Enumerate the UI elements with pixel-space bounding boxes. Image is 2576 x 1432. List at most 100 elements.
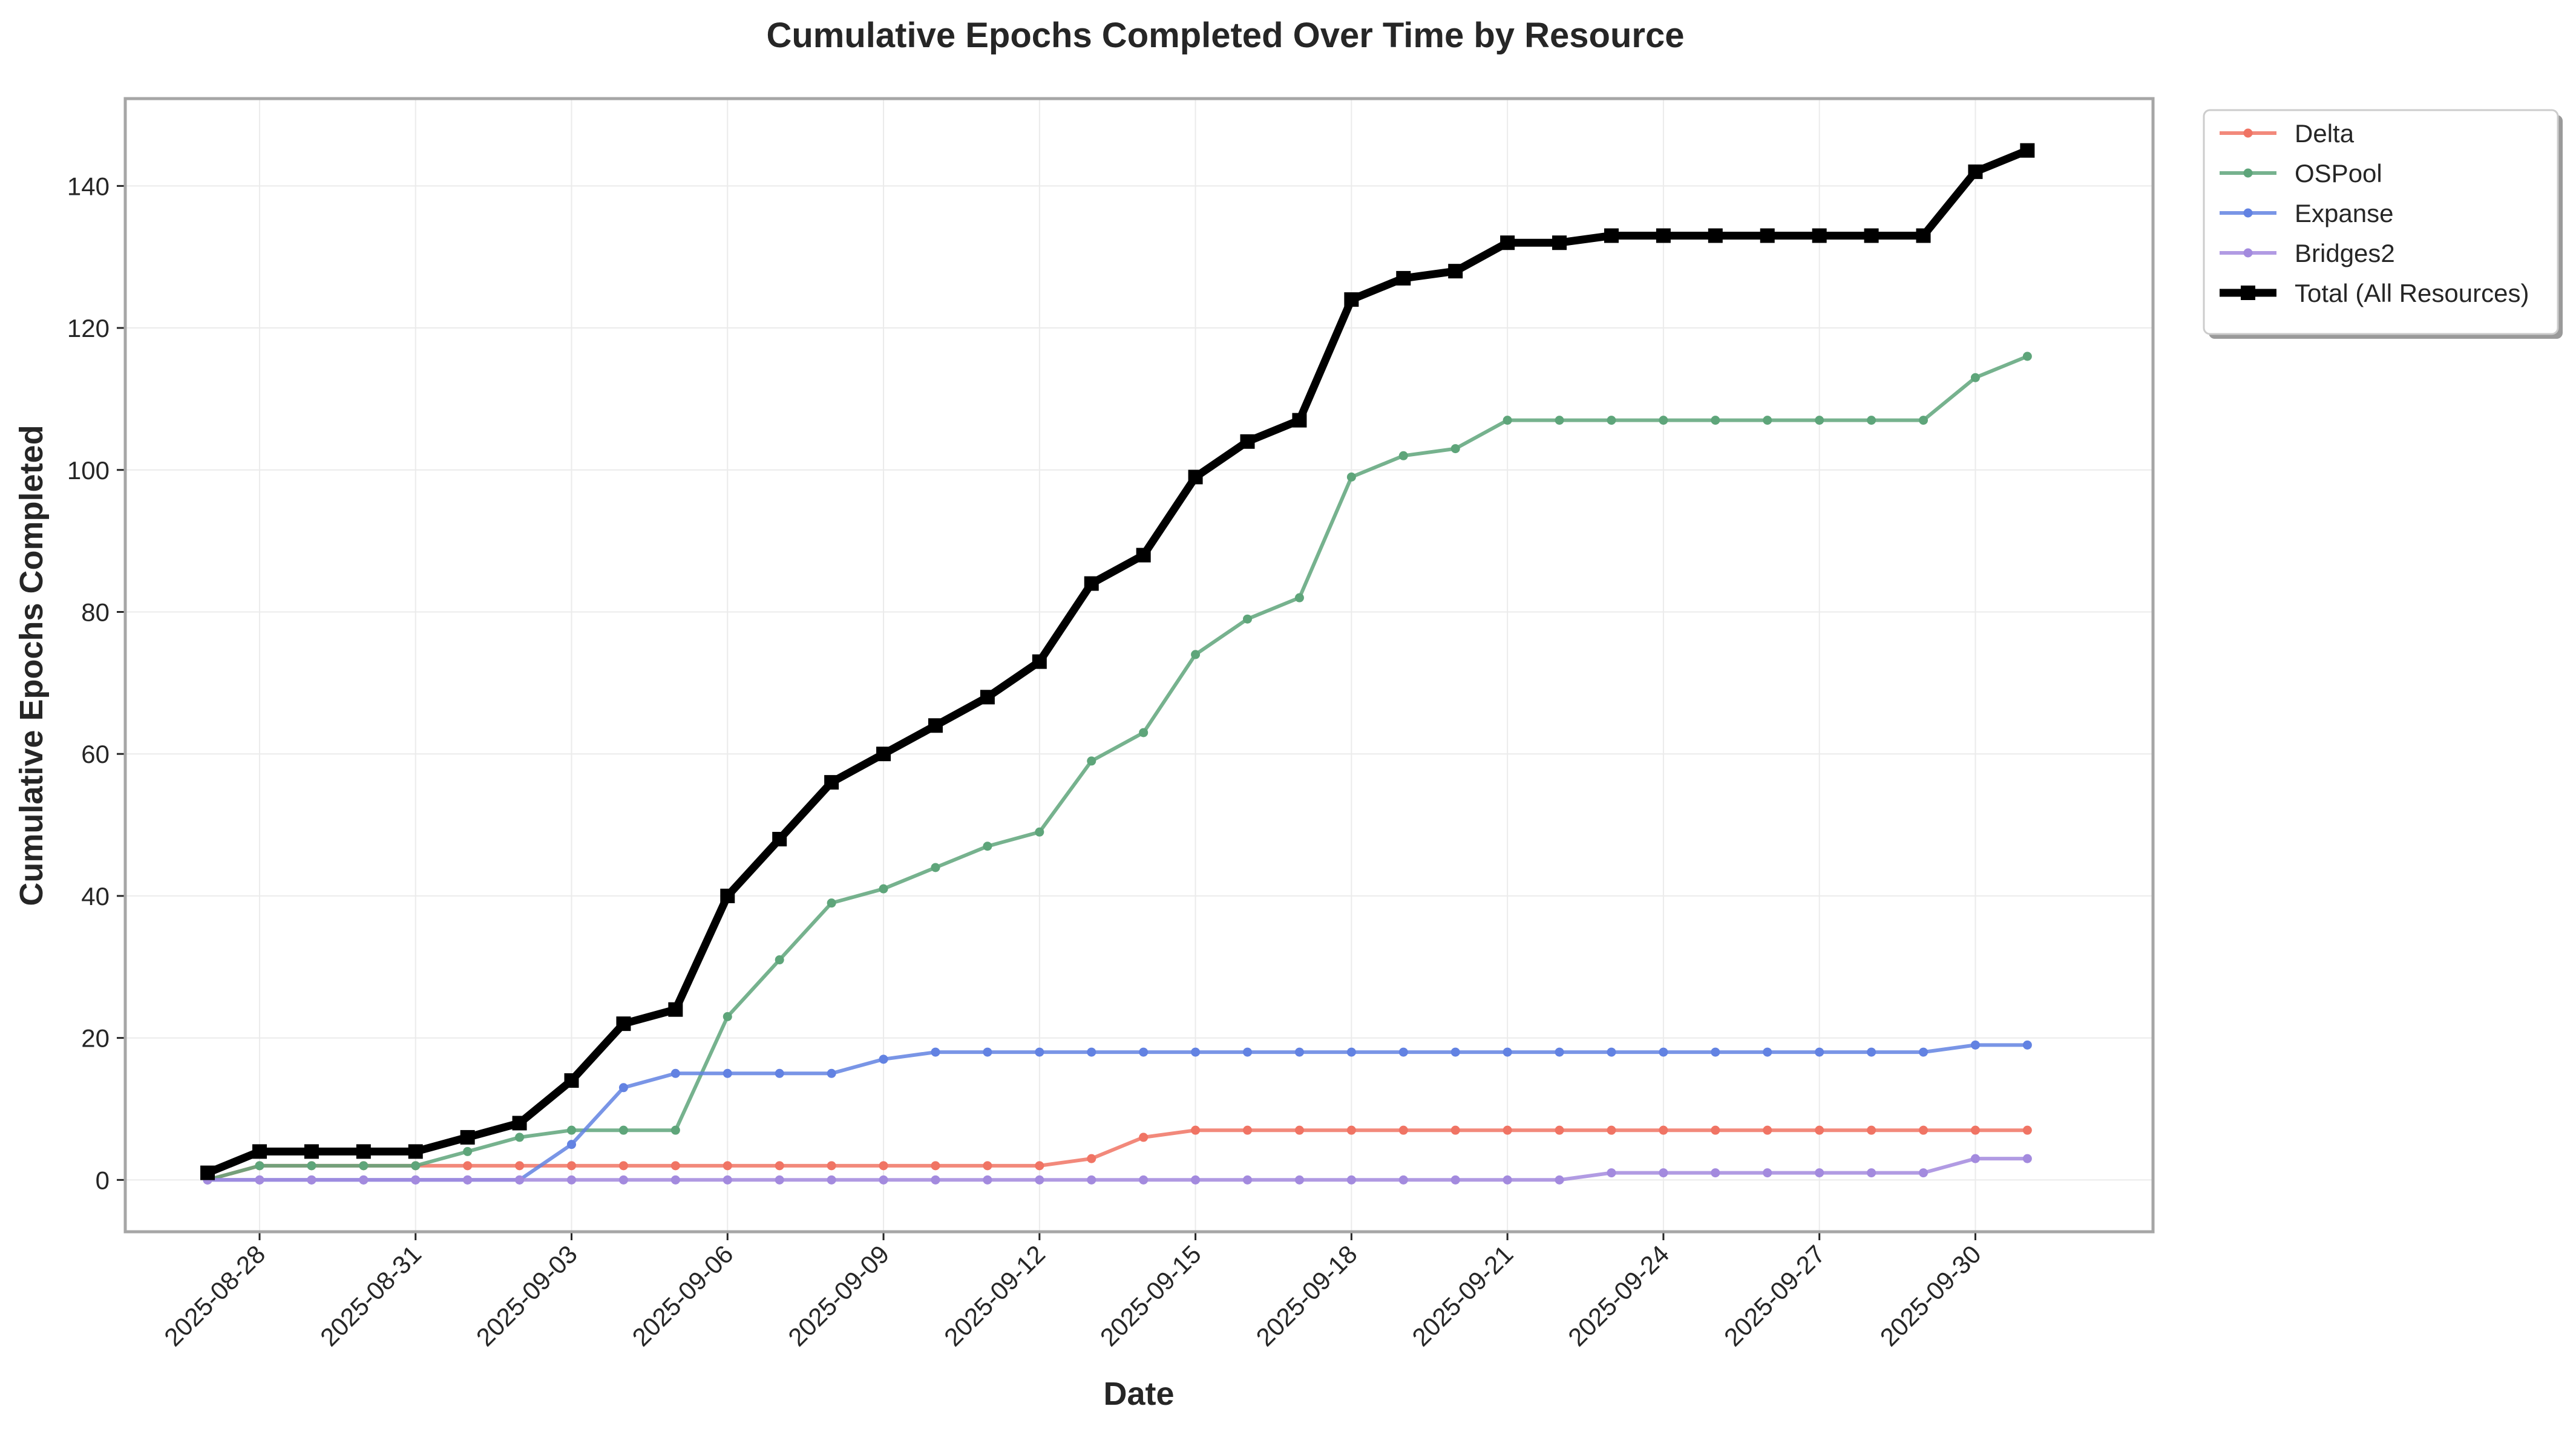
data-point bbox=[1240, 434, 1255, 449]
data-point bbox=[618, 1175, 628, 1185]
legend-item: Total (All Resources) bbox=[2220, 279, 2529, 307]
data-point bbox=[983, 1175, 992, 1185]
data-point bbox=[515, 1133, 525, 1142]
data-point bbox=[1503, 1047, 1512, 1057]
data-point bbox=[1607, 416, 1616, 425]
legend-label: OSPool bbox=[2295, 159, 2382, 188]
data-point bbox=[1032, 654, 1047, 669]
data-point bbox=[1243, 1125, 1253, 1135]
chart-title: Cumulative Epochs Completed Over Time by… bbox=[766, 16, 1684, 55]
legend-label: Expanse bbox=[2295, 199, 2393, 227]
series-total-all-resources bbox=[200, 143, 2035, 1180]
data-point bbox=[723, 1068, 732, 1078]
data-point bbox=[1292, 413, 1307, 428]
data-point bbox=[359, 1161, 369, 1171]
y-tick-label: 0 bbox=[96, 1166, 110, 1194]
data-point bbox=[1659, 1047, 1668, 1057]
legend-marker bbox=[2241, 286, 2255, 300]
data-point bbox=[879, 1054, 888, 1064]
series-line bbox=[203, 146, 2031, 1177]
series-layer bbox=[200, 143, 2035, 1185]
data-point bbox=[1243, 1047, 1253, 1057]
data-point bbox=[876, 747, 891, 762]
data-point bbox=[1968, 164, 1983, 179]
data-point bbox=[1139, 1047, 1149, 1057]
data-point bbox=[1867, 1047, 1876, 1057]
series-bridges2 bbox=[203, 1154, 2032, 1185]
data-point bbox=[827, 1068, 836, 1078]
data-point bbox=[2022, 1040, 2032, 1050]
data-point bbox=[1711, 1125, 1720, 1135]
data-point bbox=[463, 1146, 473, 1156]
data-point bbox=[463, 1175, 473, 1185]
data-point bbox=[1136, 548, 1151, 563]
legend-label: Total (All Resources) bbox=[2295, 279, 2529, 307]
data-point bbox=[1087, 1175, 1096, 1185]
data-point bbox=[931, 863, 940, 872]
data-point bbox=[983, 842, 992, 851]
data-point bbox=[1294, 1125, 1304, 1135]
data-point bbox=[463, 1161, 473, 1171]
data-point bbox=[255, 1175, 264, 1185]
data-point bbox=[879, 884, 888, 894]
data-point bbox=[567, 1125, 577, 1135]
data-point bbox=[928, 718, 943, 733]
data-point bbox=[1294, 1175, 1304, 1185]
data-point bbox=[1763, 1047, 1772, 1057]
data-point bbox=[1503, 1125, 1512, 1135]
data-point bbox=[1970, 1125, 1980, 1135]
data-point bbox=[1035, 1175, 1044, 1185]
data-point bbox=[1711, 416, 1720, 425]
data-point bbox=[1919, 1168, 1929, 1178]
data-point bbox=[1188, 469, 1203, 485]
data-point bbox=[1970, 1154, 1980, 1163]
data-point bbox=[775, 1161, 784, 1171]
y-tick-label: 140 bbox=[67, 172, 110, 200]
data-point bbox=[1555, 1125, 1564, 1135]
plot-frame bbox=[123, 97, 2155, 1234]
data-point bbox=[1659, 1168, 1668, 1178]
data-point bbox=[252, 1144, 267, 1159]
legend-marker bbox=[2243, 168, 2253, 178]
data-point bbox=[1607, 1047, 1616, 1057]
data-point bbox=[723, 1175, 732, 1185]
data-point bbox=[827, 1175, 836, 1185]
data-point bbox=[1970, 373, 1980, 382]
data-point bbox=[1919, 416, 1929, 425]
data-point bbox=[1919, 1047, 1929, 1057]
data-point bbox=[1815, 1168, 1824, 1178]
data-point bbox=[931, 1161, 940, 1171]
data-point bbox=[879, 1175, 888, 1185]
data-point bbox=[1555, 1175, 1564, 1185]
data-point bbox=[1344, 292, 1359, 307]
data-point bbox=[1763, 1125, 1772, 1135]
data-point bbox=[255, 1161, 264, 1171]
data-point bbox=[616, 1016, 631, 1031]
data-point bbox=[1970, 1040, 1980, 1050]
data-point bbox=[2022, 351, 2032, 361]
data-point bbox=[1450, 1125, 1460, 1135]
data-point bbox=[618, 1083, 628, 1093]
data-point bbox=[670, 1161, 680, 1171]
data-point bbox=[1503, 416, 1512, 425]
data-point bbox=[1191, 1047, 1201, 1057]
data-point bbox=[307, 1161, 316, 1171]
legend-marker bbox=[2243, 248, 2253, 258]
data-point bbox=[2020, 143, 2035, 158]
data-point bbox=[1607, 1125, 1616, 1135]
data-point bbox=[1346, 472, 1356, 482]
data-point bbox=[1243, 1175, 1253, 1185]
data-point bbox=[1659, 416, 1668, 425]
data-point bbox=[670, 1125, 680, 1135]
legend-label: Bridges2 bbox=[2295, 239, 2395, 267]
y-tick-label: 60 bbox=[81, 740, 110, 768]
data-point bbox=[2022, 1125, 2032, 1135]
data-point bbox=[1864, 228, 1879, 243]
legend-marker bbox=[2243, 208, 2253, 218]
data-point bbox=[1867, 1125, 1876, 1135]
data-point bbox=[1607, 1168, 1616, 1178]
y-tick-label: 20 bbox=[81, 1024, 110, 1053]
data-point bbox=[670, 1175, 680, 1185]
data-point bbox=[1035, 1047, 1044, 1057]
data-point bbox=[1139, 728, 1149, 737]
